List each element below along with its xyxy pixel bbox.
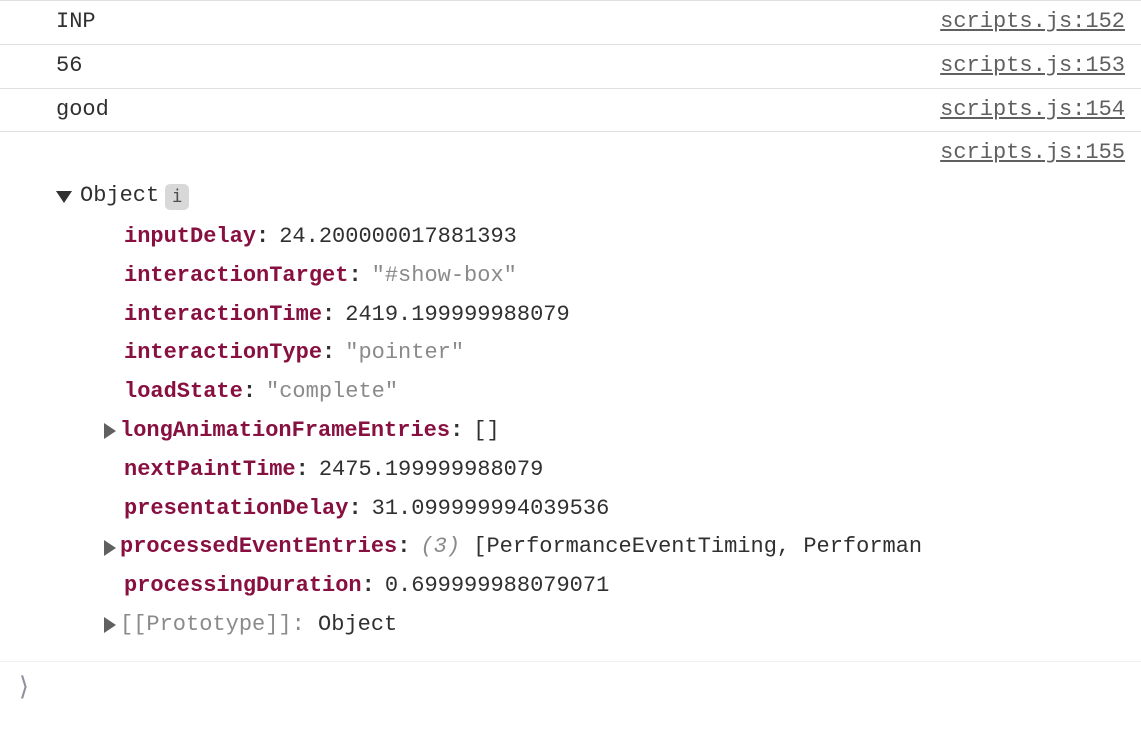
property-colon: :	[256, 222, 269, 253]
console-panel: INP scripts.js:152 56 scripts.js:153 goo…	[0, 0, 1141, 714]
array-count: (3)	[420, 532, 460, 563]
log-source-wrapper: scripts.js:155	[0, 132, 1141, 169]
log-message: INP	[56, 7, 96, 38]
prototype-key: [[Prototype]]	[120, 610, 292, 641]
property-value: 2419.199999988079	[345, 300, 569, 331]
property-value: []	[473, 416, 499, 447]
property-colon: :	[296, 455, 309, 486]
property-line[interactable]: processedEventEntries: (3) [PerformanceE…	[104, 528, 1125, 567]
property-key: nextPaintTime	[124, 455, 296, 486]
property-key: interactionTarget	[124, 261, 348, 292]
info-badge-icon[interactable]: i	[165, 184, 189, 210]
property-line[interactable]: inputDelay: 24.200000017881393	[104, 218, 1125, 257]
property-key: interactionTime	[124, 300, 322, 331]
property-value: 2475.199999988079	[319, 455, 543, 486]
log-row[interactable]: 56 scripts.js:153	[0, 45, 1141, 89]
property-line[interactable]: [[Prototype]]: Object	[104, 606, 1125, 645]
property-line[interactable]: interactionTarget: "#show-box"	[104, 257, 1125, 296]
log-source-link[interactable]: scripts.js:153	[940, 51, 1125, 82]
log-row[interactable]: INP scripts.js:152	[0, 0, 1141, 45]
object-properties: inputDelay: 24.200000017881393 interacti…	[56, 218, 1125, 645]
log-source-link[interactable]: scripts.js:154	[940, 95, 1125, 126]
property-key: loadState	[124, 377, 243, 408]
property-colon: :	[243, 377, 256, 408]
disclosure-triangle-right-icon[interactable]	[104, 423, 116, 439]
object-log: Object i inputDelay: 24.200000017881393 …	[0, 181, 1141, 661]
property-colon: :	[450, 416, 463, 447]
property-key: interactionType	[124, 338, 322, 369]
property-value: "pointer"	[345, 338, 464, 369]
property-line[interactable]: nextPaintTime: 2475.199999988079	[104, 451, 1125, 490]
disclosure-triangle-right-icon[interactable]	[104, 540, 116, 556]
log-row[interactable]: good scripts.js:154	[0, 89, 1141, 133]
property-line[interactable]: loadState: "complete"	[104, 373, 1125, 412]
property-value: 0.699999988079071	[385, 571, 609, 602]
property-key: processedEventEntries	[120, 532, 397, 563]
property-key: processingDuration	[124, 571, 362, 602]
log-source-link[interactable]: scripts.js:152	[940, 7, 1125, 38]
property-key: presentationDelay	[124, 494, 348, 525]
property-colon: :	[348, 494, 361, 525]
property-line[interactable]: longAnimationFrameEntries: []	[104, 412, 1125, 451]
property-colon: :	[322, 300, 335, 331]
chevron-right-icon: ⟩	[16, 670, 32, 706]
property-line[interactable]: processingDuration: 0.699999988079071	[104, 567, 1125, 606]
property-value: [PerformanceEventTiming, Performan	[473, 532, 922, 563]
property-colon: :	[322, 338, 335, 369]
property-colon: :	[397, 532, 410, 563]
console-prompt[interactable]: ⟩	[0, 661, 1141, 714]
property-colon: :	[292, 610, 318, 641]
log-message: good	[56, 95, 109, 126]
property-value: 24.200000017881393	[279, 222, 517, 253]
property-colon: :	[348, 261, 361, 292]
property-line[interactable]: interactionTime: 2419.199999988079	[104, 296, 1125, 335]
property-line[interactable]: presentationDelay: 31.099999994039536	[104, 490, 1125, 529]
property-colon: :	[362, 571, 375, 602]
log-message: 56	[56, 51, 82, 82]
property-value	[460, 532, 473, 563]
property-value: 31.099999994039536	[372, 494, 610, 525]
object-header[interactable]: Object i	[56, 181, 1125, 212]
log-source-link[interactable]: scripts.js:155	[940, 138, 1125, 169]
property-key: longAnimationFrameEntries	[120, 416, 450, 447]
property-value: "complete"	[266, 377, 398, 408]
property-line[interactable]: interactionType: "pointer"	[104, 334, 1125, 373]
object-label: Object	[80, 181, 159, 212]
disclosure-triangle-right-icon[interactable]	[104, 617, 116, 633]
prototype-value: Object	[318, 610, 397, 641]
property-key: inputDelay	[124, 222, 256, 253]
disclosure-triangle-down-icon[interactable]	[56, 191, 72, 203]
property-value: "#show-box"	[372, 261, 517, 292]
